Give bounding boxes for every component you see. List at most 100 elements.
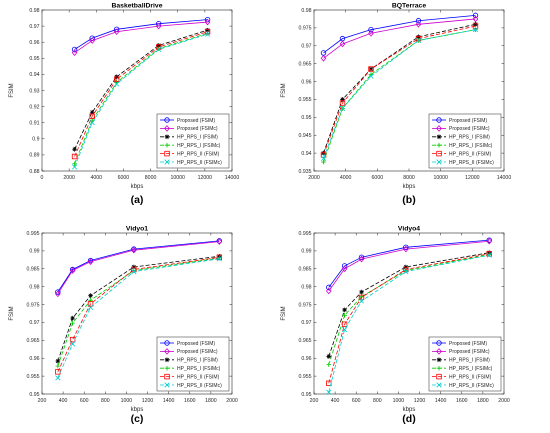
y-tick-label: 0.955 xyxy=(299,374,312,380)
y-tick-label: 0.93 xyxy=(29,88,39,94)
data-point xyxy=(472,23,479,29)
y-tick-label: 0.99 xyxy=(29,249,39,255)
series-line xyxy=(74,21,208,53)
series-2 xyxy=(55,238,223,298)
data-point xyxy=(320,155,327,162)
data-point xyxy=(71,164,78,170)
x-tick-label: 800 xyxy=(101,398,110,404)
x-tick-label: 200 xyxy=(310,398,319,404)
data-point xyxy=(216,238,223,245)
data-point xyxy=(204,18,211,26)
data-point xyxy=(339,40,346,48)
data-point xyxy=(403,244,409,251)
data-point xyxy=(204,16,211,23)
legend-marker xyxy=(164,365,170,371)
series-line xyxy=(328,240,490,292)
legend-label: HP_RPS_II (FSIM) xyxy=(177,151,220,157)
data-point xyxy=(368,73,374,79)
y-tick-label: 0.97 xyxy=(301,44,311,50)
x-tick-label: 2000 xyxy=(63,175,75,181)
legend-marker xyxy=(164,117,170,123)
data-point xyxy=(326,354,332,359)
x-tick-label: 2000 xyxy=(226,398,238,404)
y-tick-label: 0.98 xyxy=(29,284,39,290)
data-point xyxy=(472,15,479,23)
y-axis-label: FSIM xyxy=(281,83,287,97)
series-1 xyxy=(326,237,492,291)
data-point xyxy=(320,152,327,158)
data-point xyxy=(342,327,348,333)
data-point xyxy=(70,320,75,326)
x-tick-label: 10000 xyxy=(170,175,185,181)
data-point xyxy=(342,312,347,318)
series-4 xyxy=(326,252,492,367)
legend-label: HP_RPS_I (FSIMc) xyxy=(449,366,493,372)
data-point xyxy=(368,66,374,72)
panel-caption: (d) xyxy=(402,413,415,425)
data-point xyxy=(358,254,365,261)
x-tick-label: 12000 xyxy=(198,175,213,181)
x-axis-label: kbps xyxy=(131,407,144,413)
x-axis-label: kbps xyxy=(403,184,416,190)
legend-marker xyxy=(436,348,442,355)
legend-label: Proposed (FSIM) xyxy=(449,118,487,124)
y-tick-label: 0.97 xyxy=(29,320,39,326)
data-point xyxy=(486,252,492,258)
data-point xyxy=(71,153,78,160)
data-point xyxy=(89,113,95,119)
legend-label: HP_RPS_I (FSIMc) xyxy=(449,143,493,149)
y-tick-label: 0.96 xyxy=(301,356,311,362)
data-point xyxy=(358,298,365,304)
x-tick-label: 1000 xyxy=(393,398,405,404)
legend-label: HP_RPS_II (FSIMc) xyxy=(177,383,222,389)
data-point xyxy=(415,37,422,43)
y-tick-label: 0.98 xyxy=(301,284,311,290)
chart-panel-3: 200 400 600 800 1000 1200 1400 1600 1800 2000 0.95… xyxy=(9,226,238,426)
legend-label: HP_RPS_II (FSIMc) xyxy=(449,383,494,389)
legend: Proposed (FSIM) Proposed (FSIMc) HP_RPS_I … xyxy=(428,336,502,392)
x-tick-label: 12000 xyxy=(465,175,480,181)
data-point xyxy=(415,18,422,24)
y-tick-label: 0.955 xyxy=(27,374,40,380)
series-line xyxy=(323,14,476,54)
data-point xyxy=(216,254,223,261)
x-tick-label: 8000 xyxy=(403,175,415,181)
x-tick-label: 800 xyxy=(373,398,382,404)
data-point xyxy=(416,34,421,40)
series-line xyxy=(323,25,476,156)
legend-label: HP_RPS_I (FSIM) xyxy=(449,358,490,364)
legend: Proposed (FSIM) Proposed (FSIMc) HP_RPS_I … xyxy=(428,113,502,169)
y-tick-label: 0.94 xyxy=(301,151,311,157)
x-tick-label: 2000 xyxy=(308,175,320,181)
y-tick-label: 0.97 xyxy=(301,320,311,326)
legend-label: HP_RPS_I (FSIMc) xyxy=(177,143,221,149)
x-tick-label: 14000 xyxy=(225,175,240,181)
x-tick-label: 600 xyxy=(80,398,89,404)
data-point xyxy=(415,20,422,28)
x-tick-label: 6000 xyxy=(372,175,384,181)
series-6 xyxy=(326,252,492,395)
series-line xyxy=(328,239,490,288)
y-tick-label: 0.96 xyxy=(29,356,39,362)
data-point xyxy=(155,22,162,30)
data-point xyxy=(358,294,365,301)
legend-marker xyxy=(164,357,170,363)
data-point xyxy=(156,43,162,48)
data-point xyxy=(114,81,120,87)
legend-marker xyxy=(164,142,170,148)
x-tick-label: 1400 xyxy=(435,398,447,404)
series-line xyxy=(57,240,220,293)
y-tick-label: 0.99 xyxy=(301,249,311,255)
x-tick-label: 200 xyxy=(38,398,47,404)
series-line xyxy=(57,241,220,295)
series-line xyxy=(328,254,490,365)
data-point xyxy=(358,255,365,263)
legend-label: HP_RPS_I (FSIM) xyxy=(177,135,218,141)
chart-title: BQTerrace xyxy=(392,3,426,10)
data-point xyxy=(55,375,61,381)
legend: Proposed (FSIM) Proposed (FSIMc) HP_RPS_I … xyxy=(156,113,230,169)
data-point xyxy=(89,109,95,115)
data-point xyxy=(71,49,78,56)
chart-panel-1: 0 2000 4000 6000 8000 10000 12000 14000 0.88 0.89… xyxy=(9,3,239,207)
legend-label: HP_RPS_II (FSIMc) xyxy=(177,160,222,166)
